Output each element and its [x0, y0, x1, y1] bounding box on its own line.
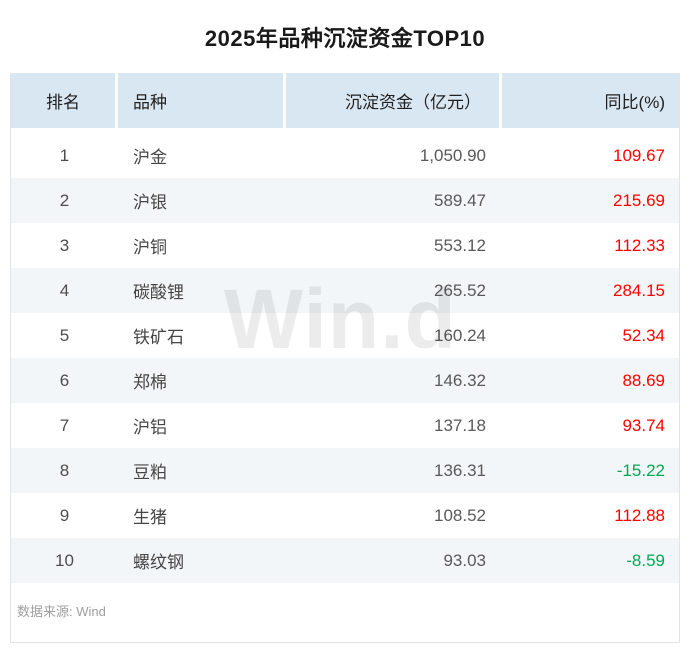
rank-cell: 4	[11, 268, 118, 313]
yoy-cell: 93.74	[622, 415, 665, 435]
title-bar: 2025年品种沉淀资金TOP10	[0, 0, 690, 73]
yoy-cell: 215.69	[502, 178, 679, 223]
column-header-funds: 沉淀资金（亿元）	[286, 73, 502, 133]
data-source-row: 数据来源: Wind	[11, 583, 679, 638]
funds-cell: 265.52	[286, 268, 502, 313]
table-row: 1 沪金 1,050.90 109.67	[11, 133, 679, 178]
rank-cell: 10	[11, 538, 118, 583]
page-title: 2025年品种沉淀资金TOP10	[204, 25, 486, 51]
column-header-rank: 排名	[11, 73, 118, 133]
yoy-cell: 284.15	[502, 268, 679, 313]
variety-cell: 郑棉	[118, 358, 286, 403]
rank-cell: 6	[11, 358, 118, 403]
variety-cell: 铁矿石	[133, 328, 184, 347]
table-row: 3 沪铜 553.12 112.33	[11, 223, 679, 268]
variety-cell: 沪铜	[133, 238, 167, 257]
table-header: 排名 品种 沉淀资金（亿元） 同比(%)	[11, 73, 679, 133]
variety-cell: 螺纹钢	[118, 538, 286, 583]
funds-cell: 137.18	[434, 415, 486, 435]
yoy-cell: 112.88	[614, 505, 665, 525]
table-row: 5 铁矿石 160.24 52.34	[11, 313, 679, 358]
rank-cell: 3	[59, 235, 70, 255]
table-row: 7 沪铝 137.18 93.74	[11, 403, 679, 448]
yoy-cell: 109.67	[613, 145, 665, 165]
table-card: Win.d 排名 品种 沉淀资金（亿元） 同比(%) 1 沪金 1,050.90…	[10, 73, 680, 643]
table-body: 1 沪金 1,050.90 109.67 2 沪银 589.47 215.69 …	[11, 133, 679, 583]
yoy-cell: -15.22	[502, 448, 679, 493]
funds-cell: 136.31	[286, 448, 502, 493]
table-row: 10 螺纹钢 93.03 -8.59	[11, 538, 679, 583]
header-row: 排名 品种 沉淀资金（亿元） 同比(%)	[11, 73, 679, 133]
rank-cell: 8	[11, 448, 118, 493]
column-header-variety: 品种	[118, 73, 286, 133]
funds-cell: 93.03	[286, 538, 502, 583]
rank-cell: 5	[59, 325, 70, 345]
table-row: 8 豆粕 136.31 -15.22	[11, 448, 679, 493]
yoy-cell: 112.33	[614, 235, 665, 255]
column-header-yoy: 同比(%)	[502, 73, 679, 133]
table-row: 4 碳酸锂 265.52 284.15	[11, 268, 679, 313]
variety-cell: 碳酸锂	[118, 268, 286, 313]
rank-cell: 7	[59, 415, 70, 435]
table-row: 9 生猪 108.52 112.88	[11, 493, 679, 538]
rank-cell: 1	[59, 145, 70, 165]
variety-cell: 沪银	[118, 178, 286, 223]
variety-cell: 豆粕	[118, 448, 286, 493]
rank-cell: 9	[59, 505, 70, 525]
yoy-cell: 88.69	[502, 358, 679, 403]
table-row: 2 沪银 589.47 215.69	[11, 178, 679, 223]
yoy-cell: -8.59	[502, 538, 679, 583]
top10-table: 排名 品种 沉淀资金（亿元） 同比(%) 1 沪金 1,050.90 109.6…	[11, 73, 679, 583]
funds-cell: 160.24	[434, 325, 486, 345]
data-source-label: 数据来源: Wind	[17, 604, 106, 619]
variety-cell: 沪铝	[133, 418, 167, 437]
funds-cell: 589.47	[286, 178, 502, 223]
funds-cell: 108.52	[434, 505, 486, 525]
variety-cell: 生猪	[133, 508, 167, 527]
funds-cell: 1,050.90	[419, 145, 486, 165]
table-row: 6 郑棉 146.32 88.69	[11, 358, 679, 403]
variety-cell: 沪金	[133, 148, 167, 167]
funds-cell: 146.32	[286, 358, 502, 403]
rank-cell: 2	[11, 178, 118, 223]
funds-cell: 553.12	[434, 235, 486, 255]
yoy-cell: 52.34	[622, 325, 665, 345]
